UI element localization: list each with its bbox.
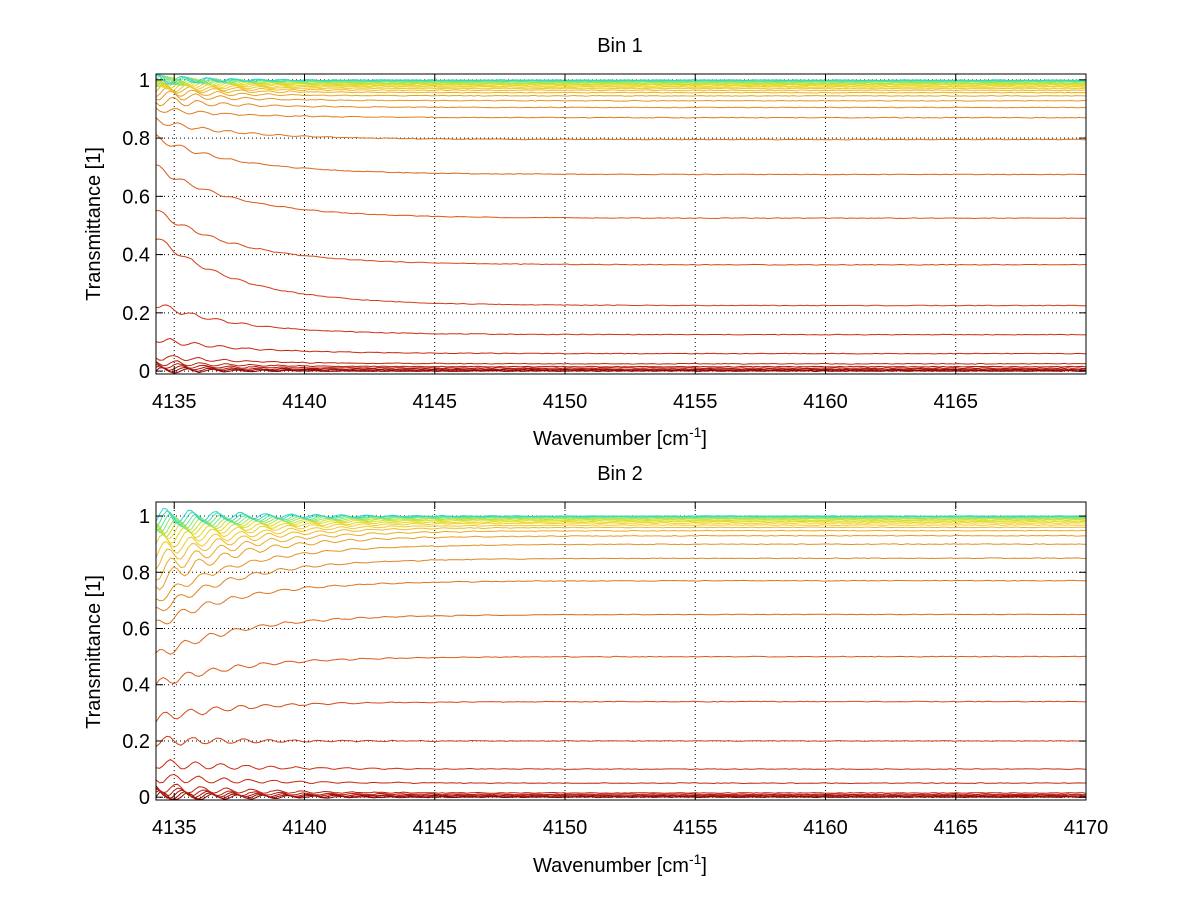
series-line: [155, 522, 1087, 548]
series-line: [155, 534, 1087, 591]
series-line: [155, 783, 1087, 794]
series-line: [155, 557, 1087, 612]
series-line: [155, 96, 1087, 109]
series-line: [155, 526, 1087, 570]
series-line: [155, 791, 1087, 800]
x-tick-label: 4160: [803, 391, 848, 413]
series-line: [155, 76, 1087, 87]
series-line: [155, 78, 1087, 90]
x-tick-label: 4150: [543, 391, 588, 413]
x-ticks: 4135 4140 4145 4150 4155 4160 4165: [152, 74, 978, 413]
series-group: [155, 507, 1087, 800]
series-line: [155, 519, 1087, 539]
x-ticks: 4135 4140 4145 4150 4155 4160 4165 4170: [152, 502, 1108, 839]
y-tick-label: 0: [139, 361, 150, 383]
y-tick-label: 1: [139, 70, 150, 92]
y-tick-label: 0.2: [122, 731, 150, 753]
y-axis-label: Transmittance [1]: [83, 575, 105, 729]
y-axis-label: Transmittance [1]: [83, 147, 105, 301]
x-tick-label: 4150: [543, 817, 588, 839]
series-line: [155, 355, 1087, 365]
series-line: [155, 77, 1087, 89]
series-line: [155, 117, 1087, 141]
y-ticks: 0 0.2 0.4 0.6 0.8 1: [122, 70, 1086, 383]
series-line: [155, 529, 1087, 581]
x-tick-label: 4135: [152, 391, 197, 413]
y-tick-label: 0.8: [122, 128, 150, 150]
series-line: [155, 773, 1086, 785]
series-line: [155, 90, 1087, 102]
chart-bin-1: Bin 1 Transmittance [1] Wavenumber [cm-1…: [83, 35, 1087, 450]
x-tick-label: 4170: [1064, 817, 1109, 839]
series-line: [155, 367, 1087, 374]
axes-box: [155, 73, 1087, 375]
series-line: [155, 77, 1087, 88]
chart-bin-2: Bin 2 Transmittance [1] Wavenumber [cm-1…: [83, 463, 1108, 877]
series-line: [155, 134, 1087, 176]
chart-title: Bin 1: [597, 35, 643, 57]
series-line: [155, 758, 1087, 770]
y-tick-label: 0.6: [122, 186, 150, 208]
series-line: [155, 515, 1087, 534]
series-line: [155, 524, 1087, 559]
x-axis-label: Wavenumber [cm-1]: [533, 851, 707, 877]
series-line: [155, 210, 1087, 266]
series-line: [155, 164, 1087, 220]
series-line: [155, 655, 1086, 685]
series-line: [155, 86, 1087, 98]
x-tick-label: 4135: [152, 817, 197, 839]
x-tick-label: 4155: [673, 391, 718, 413]
series-line: [155, 83, 1087, 94]
series-line: [155, 360, 1087, 368]
series-line: [155, 543, 1087, 602]
y-ticks: 0 0.2 0.4 0.6 0.8 1: [122, 506, 1086, 809]
x-tick-label: 4165: [933, 391, 978, 413]
x-axis-label: Wavenumber [cm-1]: [533, 424, 707, 450]
series-line: [155, 361, 1087, 370]
series-line: [155, 81, 1087, 93]
x-tick-label: 4145: [412, 391, 457, 413]
series-line: [155, 337, 1087, 355]
y-tick-label: 1: [139, 506, 150, 528]
y-tick-label: 0.6: [122, 619, 150, 641]
x-tick-label: 4155: [673, 817, 718, 839]
series-line: [155, 107, 1087, 119]
series-line: [155, 507, 1087, 524]
x-tick-label: 4165: [933, 817, 978, 839]
series-line: [155, 79, 1087, 92]
series-line: [155, 365, 1087, 373]
y-tick-label: 0.4: [122, 675, 150, 697]
series-group: [155, 74, 1087, 374]
series-line: [155, 304, 1087, 336]
x-tick-label: 4140: [282, 391, 327, 413]
series-line: [155, 789, 1087, 800]
series-line: [155, 74, 1087, 85]
series-line: [155, 238, 1087, 307]
x-tick-label: 4140: [282, 817, 327, 839]
y-tick-label: 0.2: [122, 303, 150, 325]
y-tick-label: 0: [139, 787, 150, 809]
series-line: [155, 520, 1087, 544]
y-tick-label: 0.8: [122, 562, 150, 584]
axes-box: [155, 501, 1087, 801]
series-line: [155, 364, 1087, 371]
x-tick-label: 4160: [803, 817, 848, 839]
x-tick-label: 4145: [412, 817, 457, 839]
series-line: [155, 613, 1087, 655]
series-line: [155, 735, 1087, 747]
series-line: [155, 579, 1087, 625]
series-line: [155, 700, 1087, 723]
series-line: [155, 786, 1087, 797]
chart-title: Bin 2: [597, 463, 643, 485]
series-line: [155, 75, 1087, 86]
y-tick-label: 0.4: [122, 245, 150, 267]
grid: [156, 502, 1086, 800]
